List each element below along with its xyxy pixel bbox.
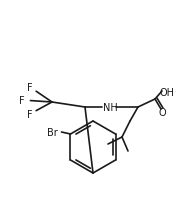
- Text: F: F: [27, 109, 33, 119]
- Text: Br: Br: [47, 127, 58, 137]
- Text: OH: OH: [159, 88, 175, 98]
- Text: NH: NH: [103, 102, 117, 112]
- Text: F: F: [27, 83, 33, 93]
- Text: O: O: [158, 107, 166, 117]
- Text: F: F: [19, 96, 25, 105]
